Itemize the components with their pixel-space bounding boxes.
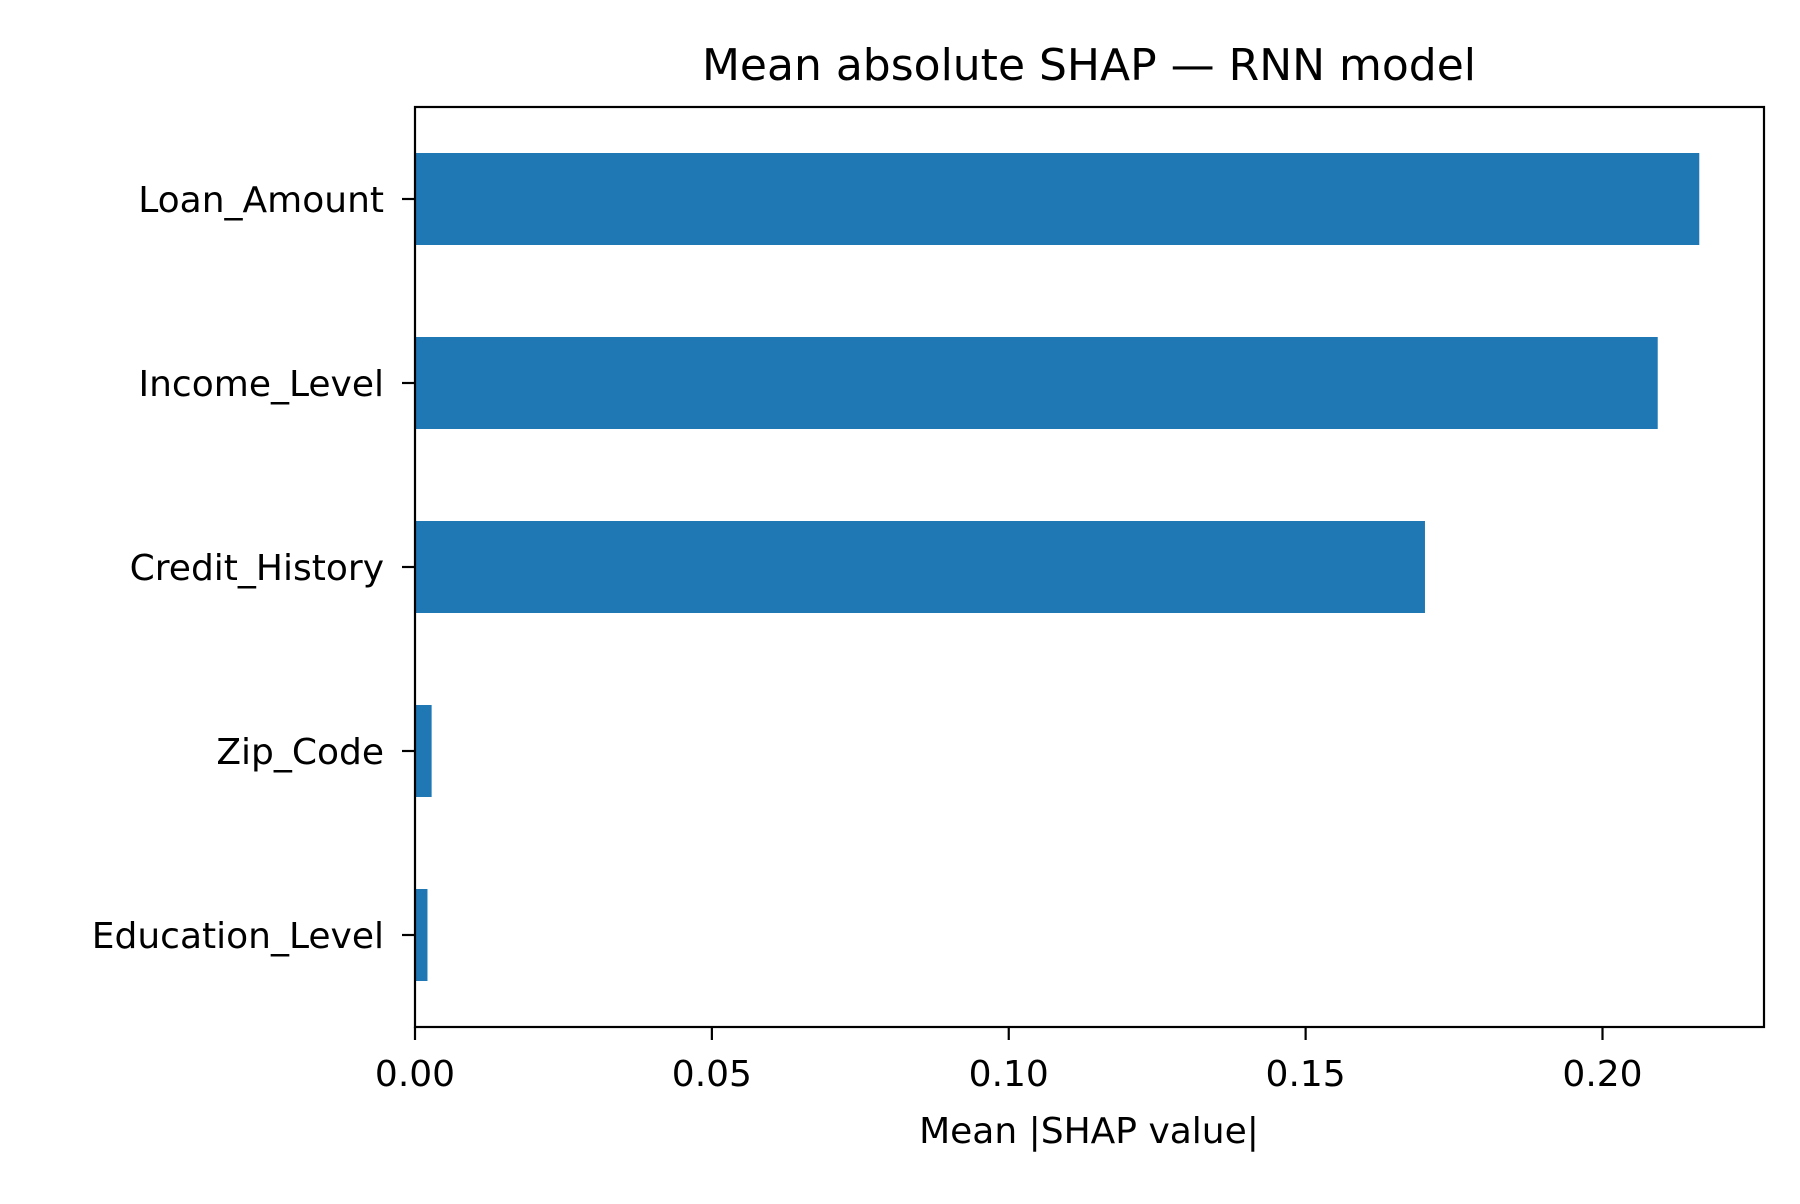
x-tick-label: 0.00 (375, 1054, 455, 1095)
y-tick-label-education-level: Education_Level (92, 916, 384, 957)
x-tick-label: 0.05 (672, 1054, 752, 1095)
y-tick-label-loan-amount: Loan_Amount (138, 180, 384, 221)
chart-title: Mean absolute SHAP — RNN model (702, 40, 1476, 91)
x-tick-label: 0.20 (1562, 1054, 1642, 1095)
y-axis: Loan_Amount Income_Level Credit_History Zip… (92, 180, 415, 957)
x-tick-label: 0.10 (969, 1054, 1049, 1095)
y-tick-label-zip-code: Zip_Code (216, 732, 384, 773)
x-axis-label: Mean |SHAP value| (919, 1111, 1259, 1152)
y-tick-label-income-level: Income_Level (139, 364, 385, 405)
x-axis: 0.00 0.05 0.10 0.15 0.20 (375, 1027, 1643, 1095)
bar-education-level (415, 889, 428, 981)
x-tick-label: 0.15 (1266, 1054, 1346, 1095)
y-tick-label-credit-history: Credit_History (130, 548, 384, 589)
bar-income-level (415, 337, 1658, 429)
bars-layer (415, 153, 1700, 981)
plot-area-frame (413, 105, 1766, 1029)
bar-credit-history (415, 521, 1425, 613)
bar-zip-code (415, 705, 432, 797)
bar-loan-amount (415, 153, 1700, 245)
